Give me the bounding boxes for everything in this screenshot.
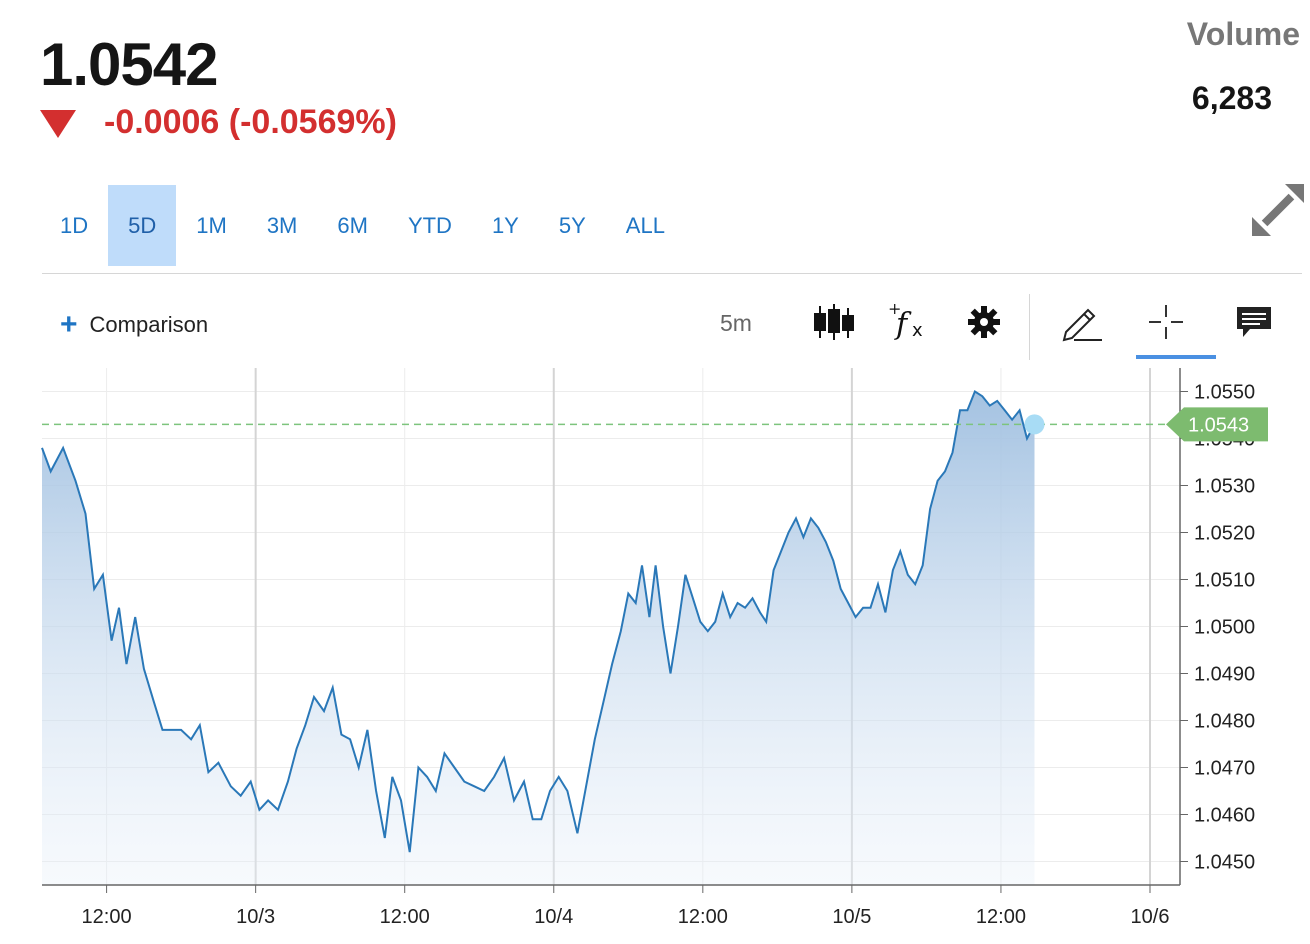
- volume-label: Volume: [1186, 16, 1300, 52]
- x-tick-label: 12:00: [678, 906, 728, 928]
- tab-1m[interactable]: 1M: [196, 213, 227, 238]
- x-tick-label: 12:00: [82, 906, 132, 928]
- tab-5d[interactable]: 5D: [108, 185, 177, 266]
- x-tick-label: 10/6: [1131, 906, 1170, 928]
- toolbar-separator: [1029, 294, 1030, 360]
- y-tick-label: 1.0550: [1194, 382, 1255, 404]
- pencil-icon[interactable]: [1058, 298, 1106, 346]
- svg-text:f: f: [894, 307, 912, 342]
- price-area: [42, 391, 1035, 885]
- x-tick-label: 10/5: [832, 906, 871, 928]
- tab-1y[interactable]: 1Y: [491, 213, 519, 238]
- tab-5y[interactable]: 5Y: [558, 213, 586, 238]
- interval-selector[interactable]: 5m: [720, 310, 752, 336]
- function-icon[interactable]: + f x: [884, 298, 932, 346]
- y-tick-label: 1.0450: [1194, 852, 1255, 874]
- chart-toolbar: + Comparison 5m + f x: [0, 290, 1310, 360]
- y-tick-label: 1.0470: [1194, 758, 1255, 780]
- comparison-label: Comparison: [89, 312, 209, 337]
- tab-6m[interactable]: 6M: [337, 213, 368, 238]
- y-tick-label: 1.0520: [1194, 523, 1255, 545]
- comment-icon[interactable]: [1230, 298, 1278, 346]
- y-tick-label: 1.0490: [1194, 664, 1255, 686]
- gear-icon[interactable]: [960, 298, 1008, 346]
- y-tick-label: 1.0530: [1194, 476, 1255, 498]
- price-line: [41, 390, 1036, 853]
- x-tick-label: 12:00: [976, 906, 1026, 928]
- down-triangle-icon: [40, 110, 76, 138]
- y-tick-label: 1.0500: [1194, 617, 1255, 639]
- last-price-marker: [1024, 414, 1045, 435]
- svg-text:+: +: [888, 300, 901, 318]
- tab-1d[interactable]: 1D: [60, 213, 89, 238]
- price-change: -0.0006 (-0.0569%): [40, 100, 397, 144]
- comparison-button[interactable]: + Comparison: [60, 308, 209, 341]
- crosshair-icon[interactable]: [1142, 298, 1190, 346]
- y-tick-label: 1.0510: [1194, 570, 1255, 592]
- header-divider: [42, 273, 1302, 274]
- tab-3m[interactable]: 3M: [266, 213, 298, 238]
- tab-all[interactable]: ALL: [625, 213, 665, 238]
- svg-text:x: x: [912, 320, 923, 341]
- plus-icon: +: [60, 308, 78, 341]
- x-tick-label: 12:00: [380, 906, 430, 928]
- last-price: 1.0542: [40, 31, 219, 98]
- price-change-text: -0.0006 (-0.0569%): [104, 102, 397, 141]
- x-tick-label: 10/4: [534, 906, 573, 928]
- price-chart[interactable]: 12:00 10/3 12:00 10/4 12:00 10/5 12:00 10/6 1.0…: [0, 360, 1310, 944]
- tab-ytd[interactable]: YTD: [407, 213, 452, 238]
- x-tick-label: 10/3: [236, 906, 275, 928]
- y-tick-label: 1.0460: [1194, 805, 1255, 827]
- y-tick-label: 1.0480: [1194, 711, 1255, 733]
- range-tabs: 1D 5D 1M 3M 6M YTD 1Y 5Y ALL: [40, 185, 685, 266]
- last-price-tag: 1.0543: [1166, 407, 1268, 442]
- active-tool-indicator: [1136, 355, 1216, 359]
- volume-value: 6,283: [1191, 80, 1272, 116]
- expand-icon[interactable]: [1252, 184, 1304, 236]
- candlestick-icon[interactable]: [810, 298, 858, 346]
- last-price-tag-label: 1.0543: [1188, 414, 1249, 436]
